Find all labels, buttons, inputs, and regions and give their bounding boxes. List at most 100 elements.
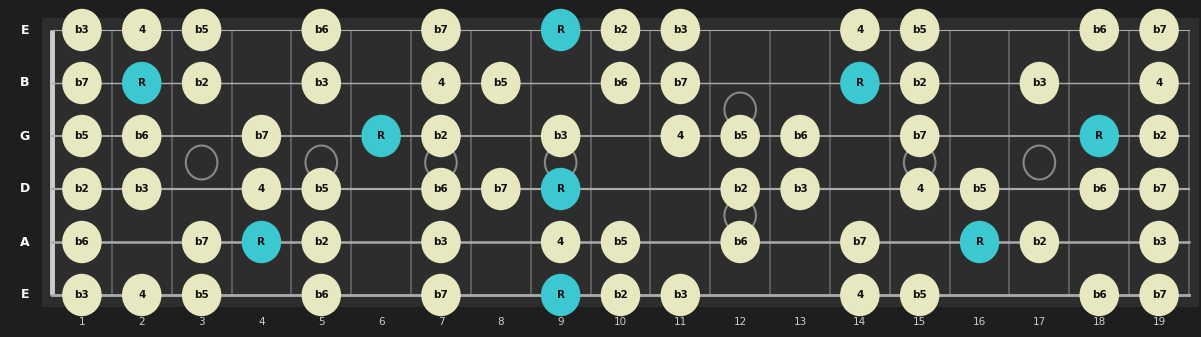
Ellipse shape — [422, 9, 461, 51]
Ellipse shape — [241, 115, 281, 157]
Text: 8: 8 — [497, 317, 504, 327]
Text: b3: b3 — [793, 184, 807, 194]
Text: b3: b3 — [673, 290, 688, 300]
Ellipse shape — [721, 221, 760, 263]
Text: 4: 4 — [676, 131, 685, 141]
Ellipse shape — [960, 168, 999, 210]
Text: 17: 17 — [1033, 317, 1046, 327]
Text: b6: b6 — [313, 25, 329, 35]
Text: E: E — [20, 24, 29, 36]
Ellipse shape — [900, 168, 939, 210]
Text: 18: 18 — [1093, 317, 1106, 327]
Ellipse shape — [181, 9, 221, 51]
Ellipse shape — [301, 62, 341, 104]
Text: 9: 9 — [557, 317, 564, 327]
Ellipse shape — [600, 9, 640, 51]
Text: b7: b7 — [195, 237, 209, 247]
Text: R: R — [556, 290, 564, 300]
Text: R: R — [556, 184, 564, 194]
Text: 4: 4 — [856, 290, 864, 300]
Ellipse shape — [301, 221, 341, 263]
Ellipse shape — [1140, 274, 1179, 316]
Ellipse shape — [123, 9, 161, 51]
Text: b3: b3 — [74, 290, 89, 300]
Ellipse shape — [781, 115, 820, 157]
Text: A: A — [20, 236, 30, 248]
Text: b6: b6 — [1092, 25, 1106, 35]
Text: b7: b7 — [494, 184, 508, 194]
Ellipse shape — [62, 115, 102, 157]
Text: b7: b7 — [434, 25, 448, 35]
Ellipse shape — [482, 168, 520, 210]
Ellipse shape — [841, 62, 879, 104]
Text: b7: b7 — [434, 290, 448, 300]
Ellipse shape — [1020, 221, 1059, 263]
Text: R: R — [1095, 131, 1104, 141]
Ellipse shape — [600, 274, 640, 316]
Ellipse shape — [1140, 221, 1179, 263]
Ellipse shape — [661, 274, 700, 316]
Text: b5: b5 — [913, 25, 927, 35]
Text: 4: 4 — [258, 184, 265, 194]
Text: 13: 13 — [794, 317, 807, 327]
Text: R: R — [975, 237, 984, 247]
Ellipse shape — [540, 274, 580, 316]
Text: b5: b5 — [74, 131, 89, 141]
Text: 4: 4 — [138, 25, 145, 35]
Text: b2: b2 — [913, 78, 927, 88]
Ellipse shape — [123, 274, 161, 316]
Ellipse shape — [181, 62, 221, 104]
Text: 4: 4 — [258, 317, 264, 327]
Text: B: B — [20, 76, 30, 90]
Text: b2: b2 — [1032, 237, 1047, 247]
Ellipse shape — [540, 115, 580, 157]
Text: R: R — [377, 131, 386, 141]
Text: b6: b6 — [1092, 184, 1106, 194]
Ellipse shape — [422, 221, 461, 263]
Ellipse shape — [181, 221, 221, 263]
Text: b6: b6 — [733, 237, 747, 247]
Ellipse shape — [62, 62, 102, 104]
Text: b6: b6 — [434, 184, 448, 194]
Text: b2: b2 — [1152, 131, 1166, 141]
Text: b7: b7 — [913, 131, 927, 141]
Text: b5: b5 — [195, 290, 209, 300]
Text: b2: b2 — [434, 131, 448, 141]
Ellipse shape — [1080, 9, 1119, 51]
Ellipse shape — [62, 274, 102, 316]
Ellipse shape — [1080, 274, 1119, 316]
Text: b6: b6 — [313, 290, 329, 300]
Ellipse shape — [841, 9, 879, 51]
Text: b6: b6 — [74, 237, 89, 247]
Text: b6: b6 — [1092, 290, 1106, 300]
Text: b3: b3 — [1032, 78, 1047, 88]
Text: b2: b2 — [313, 237, 329, 247]
FancyBboxPatch shape — [42, 18, 1199, 307]
Ellipse shape — [422, 274, 461, 316]
Ellipse shape — [422, 115, 461, 157]
Text: b7: b7 — [673, 78, 688, 88]
Text: b3: b3 — [74, 25, 89, 35]
Text: 4: 4 — [1155, 78, 1163, 88]
Text: 4: 4 — [437, 78, 444, 88]
Ellipse shape — [1020, 62, 1059, 104]
Ellipse shape — [62, 168, 102, 210]
Text: b6: b6 — [135, 131, 149, 141]
Ellipse shape — [721, 168, 760, 210]
Text: 4: 4 — [557, 237, 564, 247]
Ellipse shape — [1080, 168, 1119, 210]
Ellipse shape — [600, 62, 640, 104]
Text: b3: b3 — [313, 78, 329, 88]
Text: b3: b3 — [1152, 237, 1166, 247]
Ellipse shape — [301, 9, 341, 51]
Text: 5: 5 — [318, 317, 324, 327]
Text: b2: b2 — [614, 290, 628, 300]
Text: 14: 14 — [853, 317, 866, 327]
Ellipse shape — [600, 221, 640, 263]
Text: b5: b5 — [313, 184, 329, 194]
Ellipse shape — [781, 168, 820, 210]
Text: b6: b6 — [614, 78, 628, 88]
Ellipse shape — [123, 115, 161, 157]
Text: b2: b2 — [74, 184, 89, 194]
Text: b2: b2 — [614, 25, 628, 35]
